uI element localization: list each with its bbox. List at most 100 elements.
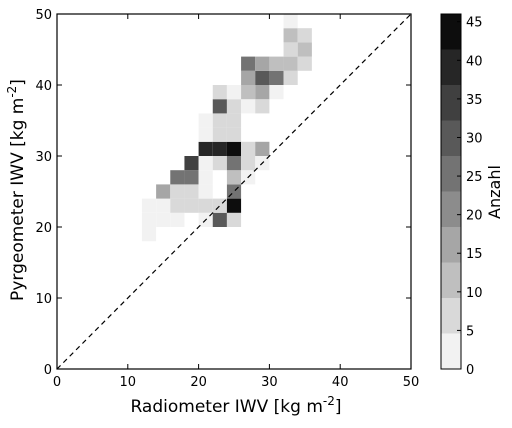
- colorbar-tick-label: 20: [466, 209, 483, 224]
- heatmap-cell: [283, 14, 298, 29]
- colorbar-tick-label: 5: [466, 324, 474, 339]
- colorbar-segment: [441, 227, 461, 263]
- heatmap-cell: [198, 198, 213, 213]
- y-tick-label: 30: [35, 150, 52, 165]
- heatmap-cell: [241, 85, 256, 100]
- colorbar-segment: [441, 298, 461, 334]
- heatmap-cell: [212, 99, 227, 114]
- y-tick-label: 40: [35, 79, 52, 94]
- heatmap-cell: [170, 212, 185, 227]
- heatmap-cell: [269, 85, 284, 100]
- heatmap-cell: [297, 28, 312, 43]
- colorbar-segment: [441, 120, 461, 156]
- heatmap-cell: [198, 170, 213, 185]
- colorbar-tick-label: 15: [466, 247, 483, 262]
- heatmap-cell: [212, 127, 227, 142]
- heatmap-cell: [170, 170, 185, 185]
- heatmap-cell: [170, 198, 185, 213]
- x-axis-ticks: 0 10 20 30 40 50: [53, 14, 419, 390]
- colorbar-segment: [441, 191, 461, 227]
- colorbar-segment: [441, 14, 461, 50]
- colorbar: [441, 14, 461, 369]
- heatmap-cell: [212, 113, 227, 128]
- heatmap-cell: [184, 170, 199, 185]
- heatmap-cell: [141, 198, 157, 213]
- plot-frame: [56, 13, 412, 370]
- heatmap-cell: [269, 56, 284, 71]
- colorbar-frame: [440, 13, 462, 370]
- colorbar-tick-label: 35: [466, 93, 483, 108]
- heatmap-cell: [226, 212, 242, 227]
- colorbar-segment: [441, 49, 461, 85]
- heatmap-cell: [198, 156, 213, 171]
- heatmap-cell: [283, 56, 298, 71]
- x-tick-label: 40: [332, 375, 349, 390]
- heatmap-cell: [141, 212, 157, 227]
- heatmap-cell: [269, 70, 284, 85]
- heatmap-cell: [283, 28, 298, 43]
- heatmap-cell: [283, 42, 298, 57]
- x-tick-label: 0: [53, 375, 61, 390]
- heatmap-cell: [170, 184, 185, 199]
- colorbar-tick-label: 10: [466, 286, 483, 301]
- heatmap-cell: [241, 56, 256, 71]
- x-tick-label: 50: [403, 375, 420, 390]
- x-axis-label: Radiometer IWV [kg m-2]: [130, 394, 341, 417]
- heatmap-cell: [283, 70, 298, 85]
- y-tick-label: 0: [44, 363, 52, 378]
- heatmap-cell: [226, 113, 242, 128]
- heatmap-cell: [226, 170, 242, 185]
- heatmap-cell: [156, 184, 171, 199]
- colorbar-tick-label: 40: [466, 54, 483, 69]
- heatmap-cell: [226, 141, 242, 156]
- heatmap-cell: [255, 141, 270, 156]
- heatmap-cell: [141, 227, 157, 242]
- heatmap-cell: [184, 156, 199, 171]
- heatmap-cell: [241, 141, 256, 156]
- heatmap-cell: [156, 198, 171, 213]
- heatmap-cell: [255, 85, 270, 100]
- heatmap-cell: [226, 156, 242, 171]
- heatmap-cell: [184, 198, 199, 213]
- colorbar-segment: [441, 85, 461, 121]
- x-axis-label-exponent: -2: [323, 394, 335, 408]
- identity-reference-line: [56, 13, 412, 370]
- heatmap-cell: [226, 198, 242, 213]
- y-axis-ticks: 0 10 20 30 40 50: [35, 8, 411, 378]
- colorbar-tick-label: 0: [466, 363, 474, 378]
- heatmap-cell: [226, 127, 242, 142]
- heatmap-cell: [226, 99, 242, 114]
- x-tick-label: 30: [261, 375, 278, 390]
- heatmap-cell: [198, 184, 213, 199]
- heatmap-cell: [241, 156, 256, 171]
- heatmap-cell: [156, 212, 171, 227]
- colorbar-segment: [441, 156, 461, 192]
- heatmap-cell: [241, 99, 256, 114]
- colorbar-segment: [441, 262, 461, 298]
- heatmap-cell: [241, 70, 256, 85]
- heatmap-cell: [297, 42, 312, 57]
- y-tick-label: 20: [35, 221, 52, 236]
- y-tick-label: 10: [35, 292, 52, 307]
- colorbar-tick-label: 25: [466, 170, 483, 185]
- heatmap-cell: [255, 99, 270, 114]
- heatmap-cell: [198, 113, 213, 128]
- colorbar-label: Anzahl: [485, 165, 504, 219]
- y-axis-label-exponent: -2: [5, 86, 19, 98]
- x-tick-label: 10: [120, 375, 137, 390]
- colorbar-segment: [441, 333, 461, 369]
- heatmap-cell: [297, 56, 312, 71]
- heatmap-cell: [212, 141, 227, 156]
- heatmap-cell: [255, 56, 270, 71]
- heatmap-cell: [198, 141, 213, 156]
- colorbar-tick-label: 45: [466, 16, 483, 31]
- heatmap-cell: [226, 85, 242, 100]
- y-tick-label: 50: [35, 8, 52, 23]
- heatmap-cell: [212, 212, 227, 227]
- colorbar-tick-label: 30: [466, 131, 483, 146]
- heatmap-cell: [198, 127, 213, 142]
- heatmap-cells: [141, 14, 312, 242]
- heatmap-cell: [184, 184, 199, 199]
